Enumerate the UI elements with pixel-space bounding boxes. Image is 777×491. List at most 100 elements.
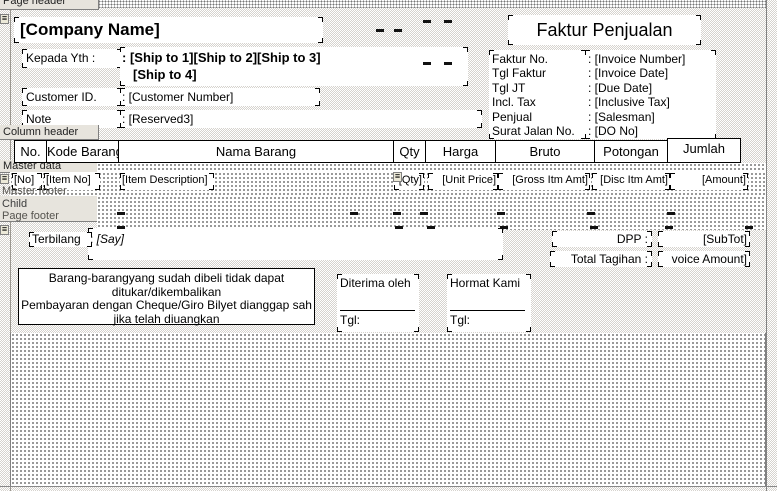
detail-field-no[interactable]: [No] bbox=[12, 173, 42, 190]
total-tagihan-label-field[interactable]: Total Tagihan : bbox=[550, 251, 652, 267]
say-colon: : bbox=[90, 232, 97, 246]
band-tab-label: Master data bbox=[3, 160, 62, 172]
invoice-field-value: : [Salesman] bbox=[588, 109, 655, 124]
company-name-field[interactable]: [Company Name] bbox=[14, 17, 323, 43]
say-placeholder-text: [Say] bbox=[96, 232, 125, 246]
dash-mark bbox=[117, 212, 125, 215]
band-tab-panel bbox=[0, 196, 100, 222]
invoice-title-text: Faktur Penjualan bbox=[536, 20, 673, 40]
column-header-harga[interactable]: Harga bbox=[425, 140, 496, 163]
total-tagihan-label-text: Total Tagihan : bbox=[570, 252, 648, 266]
dash-mark bbox=[394, 29, 402, 32]
received-by-label: Diterima oleh bbox=[340, 276, 411, 290]
detail-field-item-description[interactable]: [Item Description] bbox=[120, 173, 214, 190]
company-name-text: [Company Name] bbox=[20, 20, 160, 39]
detail-field-gross-amt[interactable]: [Gross Itm Amt] bbox=[498, 173, 590, 190]
column-header-potongan[interactable]: Potongan bbox=[594, 140, 668, 163]
terbilang-label-text: Terbilang bbox=[32, 232, 81, 246]
notice-text-line1: Barang-barangyang sudah dibeli tidak dap… bbox=[48, 271, 285, 299]
page-right-edge bbox=[766, 0, 767, 491]
dash-mark bbox=[350, 212, 358, 215]
band-collapse-icon[interactable] bbox=[0, 225, 9, 235]
notice-text-line2: Pembayaran dengan Cheque/Giro Bilyet dia… bbox=[21, 298, 312, 326]
say-field[interactable]: : [Say] bbox=[90, 232, 124, 247]
dash-mark bbox=[497, 212, 505, 215]
band-tab-master-data[interactable]: Master data bbox=[0, 160, 100, 173]
column-header-bruto[interactable]: Bruto bbox=[495, 140, 595, 163]
invoice-title-field[interactable]: Faktur Penjualan bbox=[508, 15, 701, 45]
column-header-qty[interactable]: Qty bbox=[393, 140, 426, 163]
column-header-jumlah[interactable]: Jumlah bbox=[667, 138, 741, 163]
signature-line bbox=[340, 310, 415, 311]
regards-box[interactable]: Hormat Kami Tgl: bbox=[447, 274, 531, 332]
dpp-label-field[interactable]: DPP : bbox=[552, 231, 652, 247]
invoice-amount-text: voice Amount] bbox=[671, 252, 747, 266]
band-tab-page-footer[interactable]: Page footer bbox=[2, 210, 59, 222]
ship-to-field[interactable]: : [Ship to 1][Ship to 2][Ship to 3] [Shi… bbox=[120, 47, 468, 86]
dash-mark bbox=[444, 20, 452, 23]
invoice-field-label: Tgl JT bbox=[492, 80, 526, 95]
dpp-label-text: DPP : bbox=[616, 232, 648, 246]
customer-id-label-field[interactable]: Customer ID. bbox=[22, 88, 122, 106]
note-label-field[interactable]: Note bbox=[22, 110, 122, 128]
band-collapse-icon[interactable] bbox=[0, 14, 9, 24]
ship-to-line1: : [Ship to 1][Ship to 2][Ship to 3] bbox=[122, 50, 321, 65]
notice-box[interactable]: Barang-barangyang sudah dibeli tidak dap… bbox=[18, 268, 315, 325]
anchor-icon[interactable] bbox=[393, 172, 402, 182]
customer-number-field[interactable]: : [Customer Number] bbox=[120, 88, 320, 106]
dash-mark bbox=[395, 226, 403, 229]
detail-field-item-no[interactable]: [Item No] bbox=[44, 173, 100, 190]
dash-mark bbox=[500, 226, 508, 229]
customer-id-label-text: Customer ID. bbox=[26, 90, 97, 104]
invoice-field-value: : [Invoice Date] bbox=[588, 66, 669, 81]
design-grid-area bbox=[10, 333, 766, 486]
detail-field-disc-amt[interactable]: [Disc Itm Amt] bbox=[592, 173, 670, 190]
invoice-field-label: Penjual bbox=[492, 109, 533, 124]
dash-mark bbox=[444, 62, 452, 65]
invoice-info-values[interactable]: : [Invoice Number] : [Invoice Date] : [D… bbox=[585, 50, 716, 139]
dash-mark bbox=[745, 226, 753, 229]
band-tab-label: Page header bbox=[3, 0, 66, 7]
regards-tgl-label: Tgl: bbox=[450, 313, 471, 327]
invoice-field-value: : [DO No] bbox=[588, 123, 639, 138]
dash-mark bbox=[423, 62, 431, 65]
detail-field-amount[interactable]: [Amount] bbox=[670, 173, 748, 190]
kepada-label-field[interactable]: Kepada Yth : bbox=[22, 49, 122, 68]
note-label-text: Note bbox=[26, 112, 52, 126]
regards-label: Hormat Kami bbox=[450, 276, 521, 290]
dash-mark bbox=[590, 226, 598, 229]
note-value-field[interactable]: : [Reserved3] bbox=[120, 110, 482, 128]
dash-mark bbox=[117, 226, 125, 229]
dash-mark bbox=[667, 212, 675, 215]
band-tab-child[interactable]: Child bbox=[2, 198, 28, 210]
dash-mark bbox=[587, 212, 595, 215]
invoice-field-value: : [Invoice Number] bbox=[588, 52, 686, 66]
terbilang-value-box[interactable] bbox=[88, 228, 503, 260]
dash-mark bbox=[376, 29, 384, 32]
dash-mark bbox=[423, 20, 431, 23]
invoice-info-labels[interactable]: Faktur No. Tgl Faktur Tgl JT Incl. Tax P… bbox=[489, 50, 586, 139]
column-header-no[interactable]: No. bbox=[14, 140, 47, 163]
band-tab-column-header[interactable]: Column header bbox=[0, 125, 99, 140]
dash-mark bbox=[665, 226, 673, 229]
column-header-kode-barang[interactable]: Kode Barang bbox=[46, 140, 119, 163]
invoice-field-label: Tgl Faktur bbox=[492, 66, 547, 81]
terbilang-label-field[interactable]: Terbilang bbox=[29, 232, 92, 247]
subtotal-field[interactable]: [SubTot] bbox=[658, 231, 750, 247]
dash-mark bbox=[420, 212, 428, 215]
dash-mark bbox=[393, 212, 401, 215]
received-tgl-label: Tgl: bbox=[340, 313, 361, 327]
band-tab-master-footer[interactable]: Master footer bbox=[2, 185, 67, 197]
received-by-box[interactable]: Diterima oleh Tgl: bbox=[337, 274, 419, 332]
master-data-strip bbox=[97, 163, 766, 172]
page-bottom-line bbox=[0, 486, 777, 487]
invoice-amount-field[interactable]: voice Amount] bbox=[658, 251, 750, 267]
detail-field-unit-price[interactable]: [Unit Price] bbox=[428, 173, 498, 190]
dash-mark bbox=[427, 226, 435, 229]
ship-to-line2: [Ship to 4] bbox=[133, 67, 197, 82]
band-collapse-icon[interactable] bbox=[0, 174, 9, 184]
column-header-nama-barang[interactable]: Nama Barang bbox=[118, 140, 394, 163]
band-tab-page-header[interactable]: Page header bbox=[0, 0, 99, 10]
page-left-edge bbox=[10, 8, 11, 491]
